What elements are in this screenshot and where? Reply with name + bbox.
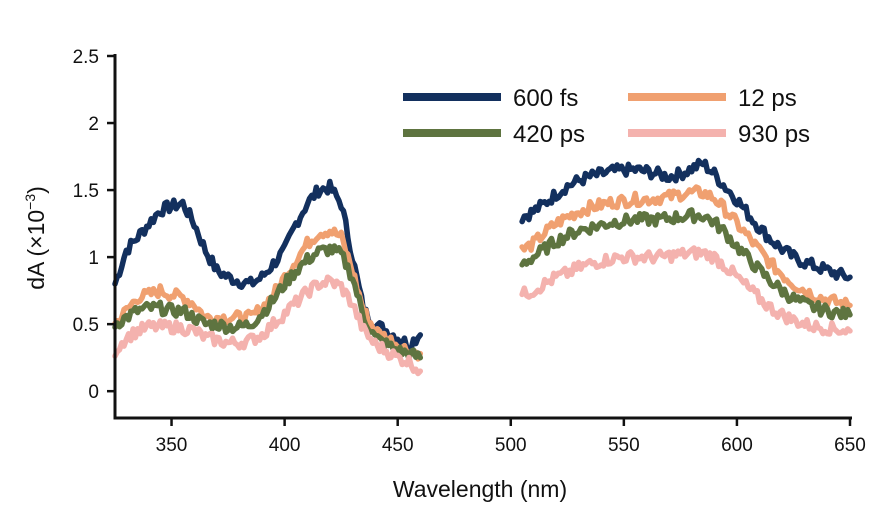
x-tick-label-600: 600 bbox=[721, 435, 753, 456]
legend-label-420-ps: 420 ps bbox=[513, 121, 585, 148]
y-axis-title-prefix: dA (×10 bbox=[23, 210, 49, 290]
x-tick-label-350: 350 bbox=[156, 435, 188, 456]
series-line-12-ps-segment-2 bbox=[519, 184, 853, 311]
y-tick-label-0.5: 0.5 bbox=[73, 315, 99, 336]
y-tick-label-2.5: 2.5 bbox=[73, 47, 99, 68]
legend-label-12-ps: 12 ps bbox=[738, 85, 797, 112]
series-line-600-fs-segment-2 bbox=[519, 157, 853, 282]
series-line-930-ps-segment-2 bbox=[519, 245, 853, 337]
y-axis-title-exponent: −3 bbox=[22, 194, 38, 210]
y-tick-label-1: 1 bbox=[88, 248, 99, 269]
y-axis-title-suffix: ) bbox=[23, 186, 49, 194]
y-tick-label-2: 2 bbox=[88, 114, 99, 135]
legend-label-930-ps: 930 ps bbox=[738, 121, 810, 148]
x-tick-label-450: 450 bbox=[382, 435, 414, 456]
x-axis-title: Wavelength (nm) bbox=[393, 476, 567, 502]
series-line-930-ps-segment-1 bbox=[112, 274, 424, 377]
axes-layer: 350 400 450 500 550 600 650 0 0.5 1 1.5 2 2.5 bbox=[73, 47, 866, 456]
series-line-420-ps-segment-2 bbox=[519, 207, 853, 321]
y-axis-title: dA (×10−3) bbox=[22, 186, 49, 290]
x-tick-label-400: 400 bbox=[269, 435, 301, 456]
y-tick-label-1.5: 1.5 bbox=[73, 181, 99, 202]
x-tick-label-550: 550 bbox=[608, 435, 640, 456]
series-layer bbox=[112, 157, 853, 377]
x-tick-label-650: 650 bbox=[834, 435, 866, 456]
series-line-420-ps-segment-1 bbox=[112, 243, 424, 362]
legend-label-600-fs: 600 fs bbox=[513, 85, 578, 112]
y-tick-label-0: 0 bbox=[88, 382, 99, 403]
legend: 600 fs 12 ps 420 ps 930 ps bbox=[403, 85, 810, 148]
x-tick-label-500: 500 bbox=[495, 435, 527, 456]
